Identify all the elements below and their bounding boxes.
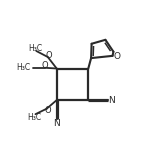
Text: N: N bbox=[108, 96, 115, 105]
Text: O: O bbox=[45, 51, 52, 60]
Text: H₃C: H₃C bbox=[17, 63, 31, 72]
Text: H₃C: H₃C bbox=[28, 44, 42, 53]
Text: O: O bbox=[113, 52, 120, 61]
Text: N: N bbox=[53, 119, 60, 128]
Text: O: O bbox=[42, 61, 49, 70]
Text: H₃C: H₃C bbox=[28, 113, 42, 122]
Text: O: O bbox=[44, 106, 51, 115]
